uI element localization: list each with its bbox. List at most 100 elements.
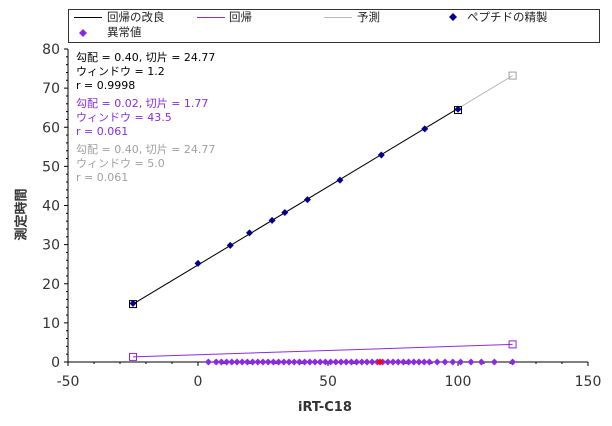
x-tick-label--50: -50 xyxy=(57,374,80,390)
x-tick-label-50: 50 xyxy=(319,374,337,390)
data-point-異常値-50 xyxy=(509,358,517,366)
data-point-異常値-7 xyxy=(243,358,251,366)
y-axis-title: 測定時間 xyxy=(14,188,30,241)
data-point-異常値-2 xyxy=(217,358,225,366)
legend-swatch-refined-regression xyxy=(74,17,102,18)
stat-regression-line-3: r = 0.061 xyxy=(76,125,129,138)
legend-label-outliers: 異常値 xyxy=(107,25,142,39)
chart-legend: 回帰の改良 回帰 予測 ペプチドの精製 異常値 xyxy=(68,9,600,43)
legend-label-prediction: 予測 xyxy=(357,10,380,24)
data-point-ペプチドの精製-4 xyxy=(268,216,276,224)
legend-label-peptides: ペプチドの精製 xyxy=(467,10,548,24)
data-point-異常値-15 xyxy=(285,358,293,366)
x-axis-title: iRT-C18 xyxy=(298,400,352,415)
data-point-異常値-12 xyxy=(269,358,277,366)
y-tick-label-10: 10 xyxy=(42,316,60,332)
x-tick-label-0: 0 xyxy=(194,374,203,390)
data-point-異常値-1 xyxy=(212,358,220,366)
data-point-異常値-48 xyxy=(477,358,485,366)
legend-swatch-regression xyxy=(197,17,225,18)
data-point-異常値-6 xyxy=(238,358,246,366)
data-point-異常値-9 xyxy=(254,358,262,366)
data-point-異常値-34 xyxy=(384,358,392,366)
data-point-ペプチドの精製-1 xyxy=(194,259,202,267)
data-point-異常値-23 xyxy=(327,358,335,366)
y-tick-label-80: 80 xyxy=(42,42,60,58)
data-point-異常値-25 xyxy=(337,358,345,366)
legend-swatch-outliers-icon xyxy=(79,29,87,37)
y-tick-label-40: 40 xyxy=(42,199,60,215)
data-point-ペプチドの精製-8 xyxy=(377,151,385,159)
y-tick-label-60: 60 xyxy=(42,120,60,136)
y-tick-label-20: 20 xyxy=(42,277,60,293)
data-point-marker-0 xyxy=(376,358,384,366)
stat-prediction-line-2: ウィンドウ = 5.0 xyxy=(76,157,165,170)
data-point-ペプチドの精製-2 xyxy=(226,241,234,249)
stat-refined-line-2: ウィンドウ = 1.2 xyxy=(76,65,165,78)
data-point-異常値-10 xyxy=(259,358,267,366)
data-point-異常値-11 xyxy=(264,358,272,366)
legend-label-refined-regression: 回帰の改良 xyxy=(107,10,165,24)
data-point-異常値-22 xyxy=(321,358,329,366)
data-point-異常値-28 xyxy=(353,358,361,366)
data-point-ペプチドの精製-5 xyxy=(281,209,289,217)
series-line-回帰の改良 xyxy=(132,108,459,305)
data-point-異常値-45 xyxy=(449,358,457,366)
data-point-異常値-16 xyxy=(290,358,298,366)
data-point-異常値-18 xyxy=(301,358,309,366)
data-point-異常値-43 xyxy=(433,358,441,366)
data-point-ペプチドの精製-9 xyxy=(421,125,429,133)
data-point-ペプチドの精製-0 xyxy=(129,299,137,307)
data-point-異常値-35 xyxy=(389,358,397,366)
y-tick-label-30: 30 xyxy=(42,238,60,254)
data-point-異常値-27 xyxy=(347,358,355,366)
data-point-異常値-21 xyxy=(316,358,324,366)
series-line-回帰 xyxy=(132,343,513,358)
data-point-異常値-42 xyxy=(425,358,433,366)
legend-swatch-prediction xyxy=(324,17,352,18)
line-endpoint-marker-0 xyxy=(129,300,137,309)
line-endpoint-marker-2 xyxy=(129,352,137,361)
data-point-異常値-8 xyxy=(249,358,257,366)
data-point-異常値-30 xyxy=(363,358,371,366)
data-point-ペプチドの精製-10 xyxy=(454,105,462,113)
data-point-異常値-20 xyxy=(311,358,319,366)
data-point-異常値-3 xyxy=(223,358,231,366)
legend-swatch-peptides-icon xyxy=(449,13,457,21)
data-point-異常値-4 xyxy=(228,358,236,366)
data-point-異常値-37 xyxy=(399,358,407,366)
data-point-異常値-29 xyxy=(358,358,366,366)
data-point-異常値-39 xyxy=(410,358,418,366)
stat-regression-line-1: 勾配 = 0.02, 切片 = 1.77 xyxy=(76,97,209,110)
data-point-異常値-41 xyxy=(420,358,428,366)
data-point-異常値-44 xyxy=(441,358,449,366)
stat-refined-line-1: 勾配 = 0.40, 切片 = 24.77 xyxy=(76,51,216,64)
data-point-異常値-40 xyxy=(415,358,423,366)
data-point-ペプチドの精製-6 xyxy=(303,196,311,204)
data-point-異常値-31 xyxy=(368,358,376,366)
x-tick-label-150: 150 xyxy=(575,374,602,390)
data-point-ペプチドの精製-7 xyxy=(336,176,344,184)
legend-label-regression: 回帰 xyxy=(229,10,252,24)
line-endpoint-marker-3 xyxy=(508,340,517,349)
stat-refined-line-3: r = 0.9998 xyxy=(76,79,136,92)
data-point-異常値-13 xyxy=(275,358,283,366)
data-point-異常値-14 xyxy=(280,358,288,366)
data-point-異常値-36 xyxy=(394,358,402,366)
data-point-異常値-24 xyxy=(332,358,340,366)
data-point-異常値-17 xyxy=(295,358,303,366)
x-tick-label-100: 100 xyxy=(445,374,472,390)
line-endpoint-marker-1 xyxy=(454,106,462,115)
data-point-異常値-0 xyxy=(204,358,212,366)
data-point-異常値-19 xyxy=(306,358,314,366)
stat-prediction-line-1: 勾配 = 0.40, 切片 = 24.77 xyxy=(76,143,216,156)
data-point-異常値-47 xyxy=(467,358,475,366)
data-point-異常値-46 xyxy=(457,358,465,366)
line-endpoint-marker-4 xyxy=(508,71,517,80)
data-point-異常値-5 xyxy=(233,358,241,366)
y-tick-label-0: 0 xyxy=(51,355,60,371)
y-tick-label-50: 50 xyxy=(42,159,60,175)
data-point-ペプチドの精製-3 xyxy=(245,229,253,237)
stat-prediction-line-3: r = 0.061 xyxy=(76,171,129,184)
